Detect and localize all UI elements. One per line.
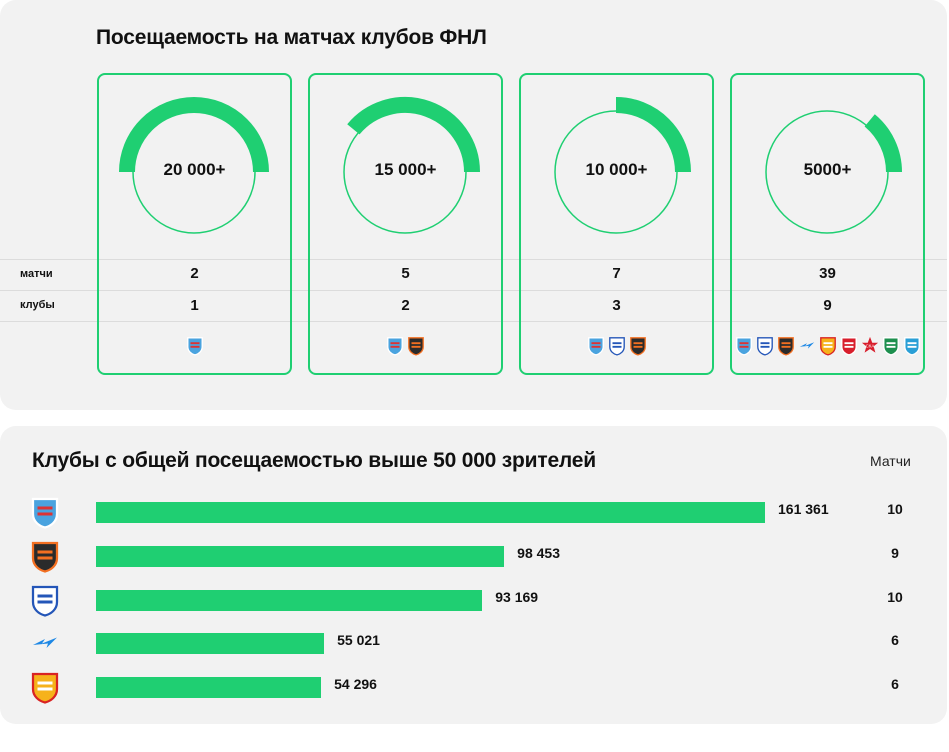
ring-fill-arc bbox=[347, 97, 480, 173]
svg-text:СКА: СКА bbox=[865, 344, 874, 349]
club-logos: СКА bbox=[730, 336, 925, 356]
bar-row: 93 169 10 bbox=[0, 584, 947, 618]
divider bbox=[0, 290, 947, 291]
club-logos bbox=[97, 336, 292, 356]
club-logo-rotor bbox=[903, 336, 921, 356]
ring-fill-arc bbox=[615, 97, 691, 173]
page-title: Посещаемость на матчах клубов ФНЛ bbox=[96, 26, 487, 49]
threshold-label: 5000+ bbox=[803, 160, 852, 179]
bar-value-label: 54 296 bbox=[334, 676, 377, 692]
club-logo-fakel bbox=[756, 336, 774, 356]
bar-value-label: 98 453 bbox=[517, 545, 560, 561]
club-logo-fakel bbox=[608, 336, 626, 356]
row-label-clubs: клубы bbox=[20, 299, 55, 311]
clubs-count: 9 bbox=[823, 297, 832, 314]
matches-value: 6 bbox=[891, 676, 899, 692]
club-logo-spartak bbox=[840, 336, 858, 356]
threshold-label: 10 000+ bbox=[585, 160, 648, 179]
attendance-card bbox=[97, 73, 292, 375]
clubs-count: 2 bbox=[401, 297, 410, 314]
ring-fill-arc bbox=[119, 97, 269, 173]
club-logo-ural bbox=[629, 336, 647, 356]
divider bbox=[0, 321, 947, 322]
club-logo-baltika bbox=[587, 336, 605, 356]
bar-row: 98 453 9 bbox=[0, 540, 947, 574]
club-logo-baltika bbox=[735, 336, 753, 356]
matches-value: 10 bbox=[887, 501, 903, 517]
clubs-count: 1 bbox=[190, 297, 199, 314]
row-label-matches: матчи bbox=[20, 268, 53, 280]
attendance-bar bbox=[96, 546, 505, 567]
attendance-ring bbox=[119, 97, 269, 234]
attendance-card bbox=[308, 73, 503, 375]
threshold-label: 20 000+ bbox=[163, 160, 226, 179]
club-logo-baltika bbox=[386, 336, 404, 356]
club-logo-baltika bbox=[186, 336, 204, 356]
matches-count: 39 bbox=[819, 265, 836, 282]
matches-count: 5 bbox=[401, 265, 410, 282]
top-clubs-panel bbox=[0, 426, 947, 724]
matches-count: 7 bbox=[612, 265, 621, 282]
club-logos bbox=[519, 336, 714, 356]
matches-value: 6 bbox=[891, 632, 899, 648]
clubs-count: 3 bbox=[612, 297, 621, 314]
bar-value-label: 55 021 bbox=[337, 632, 380, 648]
club-logo-ural bbox=[777, 336, 795, 356]
club-logo-ural bbox=[30, 540, 62, 574]
attendance-ring bbox=[554, 97, 691, 234]
attendance-bar bbox=[96, 633, 325, 654]
bar-row: 161 361 10 bbox=[0, 496, 947, 530]
club-logo-arsenal bbox=[30, 671, 62, 705]
attendance-ring bbox=[343, 97, 480, 234]
club-logo-chernomorets bbox=[30, 627, 62, 661]
attendance-bar bbox=[96, 502, 765, 523]
club-logos bbox=[308, 336, 503, 356]
bar-row: 55 021 6 bbox=[0, 627, 947, 659]
club-logo-fakel-green bbox=[882, 336, 900, 356]
matches-column-header: Матчи bbox=[870, 453, 911, 469]
matches-value: 10 bbox=[887, 589, 903, 605]
bar-row: 54 296 6 bbox=[0, 671, 947, 705]
club-logo-fakel bbox=[30, 584, 62, 618]
attendance-card bbox=[730, 73, 925, 375]
chart-title: Клубы с общей посещаемостью выше 50 000 … bbox=[32, 449, 596, 472]
bar-value-label: 93 169 bbox=[495, 589, 539, 605]
attendance-card bbox=[519, 73, 714, 375]
threshold-label: 15 000+ bbox=[374, 160, 437, 179]
club-logo-ska: СКА bbox=[861, 336, 879, 356]
attendance-bar bbox=[96, 677, 322, 698]
attendance-bar bbox=[96, 590, 483, 611]
club-logo-baltika bbox=[30, 496, 62, 530]
club-logo-chernomorets bbox=[798, 336, 816, 356]
matches-value: 9 bbox=[891, 545, 899, 561]
attendance-ring bbox=[765, 110, 902, 234]
bar-value-label: 161 361 bbox=[778, 501, 829, 517]
club-logo-arsenal bbox=[819, 336, 837, 356]
divider bbox=[0, 259, 947, 260]
club-logo-ural bbox=[407, 336, 425, 356]
ring-fill-arc bbox=[864, 114, 902, 173]
matches-count: 2 bbox=[190, 265, 199, 282]
